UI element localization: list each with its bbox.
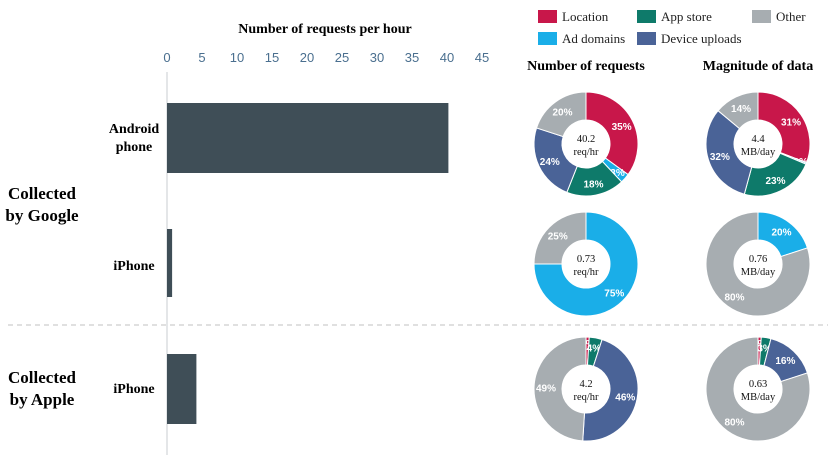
- bar: [167, 354, 197, 424]
- donut-slice-label: 31%: [781, 117, 801, 128]
- x-tick-label: 15: [265, 50, 279, 65]
- bar-category-label: Android: [109, 122, 160, 137]
- x-tick-label: 5: [198, 50, 205, 65]
- legend-label-other: Other: [776, 9, 806, 24]
- legend-label-device_uploads: Device uploads: [661, 31, 742, 46]
- donut-hole: [562, 120, 610, 168]
- donut-slice-label: 16%: [775, 356, 795, 367]
- x-tick-label: 35: [405, 50, 419, 65]
- donut-chart: 1%3%16% 80% 0.63 MB/day: [705, 336, 811, 442]
- donut-center-label: MB/day: [741, 392, 776, 403]
- x-tick-label: 20: [300, 50, 314, 65]
- bar: [167, 229, 173, 297]
- donut-center-label: MB/day: [741, 267, 776, 278]
- group-label: Collected: [8, 368, 77, 387]
- donut-center-label: 4.4: [751, 134, 765, 145]
- donut-column-title: Number of requests: [527, 59, 645, 74]
- donut-slice-label: 24%: [540, 157, 560, 168]
- donut-slice-label: 20%: [552, 108, 572, 119]
- donut-slice-label: 1%: [752, 339, 767, 350]
- donut-center-label: 40.2: [577, 134, 595, 145]
- group-label: by Google: [5, 206, 79, 225]
- donut-slice-label: 20%: [772, 228, 792, 239]
- donut-center-label: req/hr: [573, 147, 599, 158]
- bar-category-label: iPhone: [113, 382, 154, 397]
- bar-chart-title: Number of requests per hour: [238, 22, 411, 37]
- donut-chart: 35% 3% 18% 24% 20% 40.2 req/hr: [533, 91, 639, 197]
- donut-hole: [734, 120, 782, 168]
- donut-slice-label: 23%: [766, 176, 786, 187]
- donut-slice-label: 3%: [610, 168, 625, 179]
- legend-label-app_store: App store: [661, 9, 712, 24]
- donut-chart: 1%4% 46% 49% 4.2 req/hr: [533, 336, 639, 442]
- bar-category-label: iPhone: [113, 259, 154, 274]
- donut-slice-label: 80%: [724, 292, 744, 303]
- bar-category-label: phone: [116, 140, 153, 155]
- legend-swatch-location: [538, 10, 557, 23]
- x-tick-label: 25: [335, 50, 349, 65]
- donut-slice-label: 80%: [724, 417, 744, 428]
- donut-column-title: Magnitude of data: [703, 59, 813, 74]
- donut-slice-label: 35%: [612, 122, 632, 133]
- donut-slice-label: 46%: [615, 392, 635, 403]
- legend-swatch-ad_domains: [538, 32, 557, 45]
- bar: [167, 103, 449, 173]
- donut-slice-label: 3%: [757, 344, 772, 355]
- x-tick-label: 40: [440, 50, 454, 65]
- donut-center-label: 4.2: [579, 379, 592, 390]
- donut-slice-label: 4%: [587, 344, 602, 355]
- donut-chart: 75% 25% 0.73 req/hr: [533, 211, 639, 317]
- group-label: Collected: [8, 184, 77, 203]
- legend-label-location: Location: [562, 9, 609, 24]
- legend-swatch-app_store: [637, 10, 656, 23]
- donut-slice-label: 14%: [731, 104, 751, 115]
- group-label: by Apple: [10, 390, 75, 409]
- donut-center-label: req/hr: [573, 392, 599, 403]
- legend: Location App store Other Ad domains Device u…: [538, 9, 806, 46]
- donut-slice-label: 49%: [536, 384, 556, 395]
- donut-hole: [734, 365, 782, 413]
- donut-center-label: MB/day: [741, 147, 776, 158]
- legend-label-ad_domains: Ad domains: [562, 31, 625, 46]
- donut-slice-label: 32%: [710, 152, 730, 163]
- donut-chart: 20% 80% 0.76 MB/day: [705, 211, 811, 317]
- donut-hole: [562, 365, 610, 413]
- donut-slice-label: 1%: [580, 339, 595, 350]
- donut-chart: 31%0%23%32%14%4.4MB/day: [705, 91, 811, 197]
- x-tick-label: 45: [475, 50, 489, 65]
- legend-swatch-other: [752, 10, 771, 23]
- donut-slice-device_uploads: [705, 109, 753, 195]
- x-tick-label: 30: [370, 50, 384, 65]
- donut-center-label: 0.76: [749, 254, 767, 265]
- donut-center-label: 0.63: [749, 379, 767, 390]
- bar-chart: Number of requests per hour 0 5 10 15 20 25 30 3…: [5, 22, 828, 455]
- donut-hole: [734, 240, 782, 288]
- donut-charts: Number of requests 35% 3% 18% 24% 20% 40.2 req/…: [527, 59, 813, 442]
- x-tick-label: 0: [163, 50, 170, 65]
- donut-slice-label: 75%: [604, 288, 624, 299]
- donut-center-label: req/hr: [573, 267, 599, 278]
- donut-hole: [562, 240, 610, 288]
- donut-slice-label: 25%: [548, 232, 568, 243]
- donut-slice-label: 18%: [583, 179, 603, 190]
- donut-center-label: 0.73: [577, 254, 595, 265]
- x-tick-label: 10: [230, 50, 244, 65]
- legend-swatch-device_uploads: [637, 32, 656, 45]
